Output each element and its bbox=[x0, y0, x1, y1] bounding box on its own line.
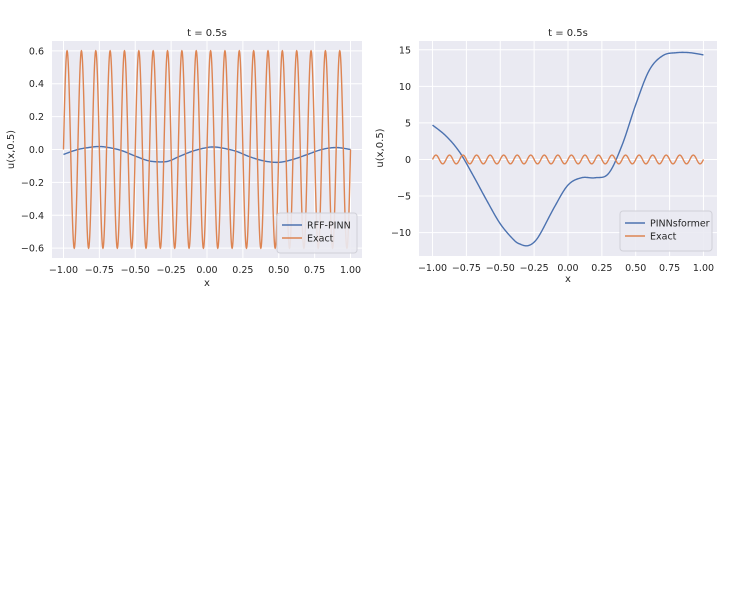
x-axis-label: x bbox=[565, 274, 571, 285]
y-tick-label: 5 bbox=[405, 118, 411, 129]
x-tick-label: 0.25 bbox=[591, 263, 612, 274]
y-tick-label: −10 bbox=[391, 228, 411, 239]
x-tick-label: −0.25 bbox=[520, 263, 549, 274]
y-tick-label: −0.2 bbox=[21, 178, 44, 189]
x-tick-label: 0.00 bbox=[557, 263, 578, 274]
x-tick-label: −0.50 bbox=[121, 265, 150, 276]
legend-label: Exact bbox=[650, 232, 677, 243]
legend-box bbox=[276, 212, 358, 254]
y-tick-label: 10 bbox=[399, 82, 411, 93]
x-tick-label: 1.00 bbox=[340, 265, 361, 276]
y-tick-label: 0.4 bbox=[29, 79, 44, 90]
x-tick-label: 0.00 bbox=[196, 265, 217, 276]
legend: RFF-PINN Exact bbox=[276, 212, 358, 254]
x-tick-label: 0.75 bbox=[659, 263, 680, 274]
chart-right: −1.00 −0.75 −0.50 −0.25 0.00 0.25 0.50 0.75 1.00… bbox=[375, 28, 717, 285]
x-tick-label: −0.25 bbox=[157, 265, 186, 276]
x-tick-label: −0.75 bbox=[452, 263, 481, 274]
y-axis-label: u(x,0.5) bbox=[6, 130, 17, 169]
legend-box bbox=[619, 210, 713, 252]
y-tick-label: 0.2 bbox=[29, 112, 44, 123]
x-tick-label: −0.50 bbox=[486, 263, 515, 274]
chart-title: t = 0.5s bbox=[548, 28, 588, 39]
y-tick-label: 15 bbox=[399, 45, 411, 56]
y-tick-label: 0.6 bbox=[29, 46, 44, 57]
y-tick-label: 0 bbox=[405, 155, 411, 166]
x-tick-label: −1.00 bbox=[49, 265, 78, 276]
x-tick-label: −0.75 bbox=[85, 265, 114, 276]
x-tick-label: 1.00 bbox=[693, 263, 714, 274]
y-tick-label: −0.4 bbox=[21, 211, 44, 222]
x-axis-label: x bbox=[204, 278, 210, 289]
x-tick-label: −1.00 bbox=[418, 263, 447, 274]
x-tick-label: 0.50 bbox=[625, 263, 646, 274]
y-tick-label: −5 bbox=[397, 192, 411, 203]
y-tick-label: −0.6 bbox=[21, 244, 44, 255]
chart-left: −1.00 −0.75 −0.50 −0.25 0.00 0.25 0.50 0.75 1.00… bbox=[6, 28, 362, 289]
legend-label: PINNsformer bbox=[650, 219, 710, 230]
x-tick-label: 0.75 bbox=[304, 265, 325, 276]
y-axis-label: u(x,0.5) bbox=[375, 128, 386, 167]
series-line-exact bbox=[431, 154, 705, 165]
x-tick-label: 0.50 bbox=[268, 265, 289, 276]
series-line-pinnsformer bbox=[432, 51, 704, 247]
legend-label: Exact bbox=[307, 234, 334, 245]
legend: PINNsformer Exact bbox=[619, 210, 713, 252]
y-tick-label: 0.0 bbox=[29, 145, 44, 156]
chart-title: t = 0.5s bbox=[187, 28, 227, 39]
x-tick-label: 0.25 bbox=[232, 265, 253, 276]
legend-label: RFF-PINN bbox=[307, 221, 351, 232]
